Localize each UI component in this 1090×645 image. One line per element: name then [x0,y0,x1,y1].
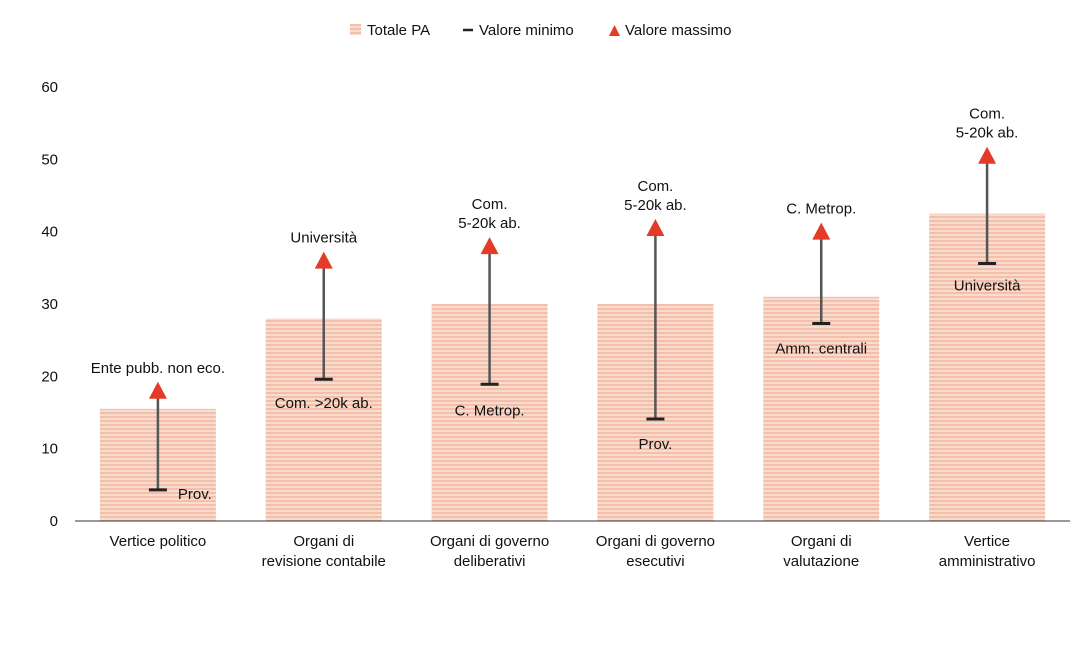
min-label-line: Prov. [638,436,672,453]
x-tick-label: Organi di revisione contabile [262,533,386,570]
min-label: Prov. [638,436,672,453]
min-label-line: Amm. centrali [775,341,867,358]
max-label-line: C. Metrop. [786,201,856,218]
x-tick-label-line: Organi di governo [430,533,549,550]
x-tick-label-line: amministrativo [939,553,1036,570]
legend-label-totale: Totale PA [367,22,430,39]
max-label-line: Università [290,230,357,247]
max-marker [646,219,665,237]
max-marker [148,381,167,399]
x-tick-label-line: Organi di [293,533,354,550]
x-tick-label-line: esecutivi [626,553,684,570]
y-tick-label: 20 [41,368,58,385]
max-label-line: Ente pubb. non eco. [91,360,225,377]
max-label-line: 5-20k ab. [624,197,687,214]
y-tick-label: 30 [41,296,58,313]
min-label: Amm. centrali [775,341,867,358]
x-tick-label: Vertice amministrativo [939,533,1036,570]
max-marker [480,237,499,255]
x-tick-label-line: Organi di [791,533,852,550]
max-label: Ente pubb. non eco. [91,360,225,377]
legend-swatch-max [609,25,620,36]
max-label-line: Com. [969,106,1005,123]
x-tick-label: Organi di governo deliberativi [430,533,549,570]
min-label: Università [954,277,1021,294]
min-label-line: Com. >20k ab. [275,395,373,412]
legend-label-min: Valore minimo [479,22,574,39]
legend-swatch-totale [350,24,361,35]
max-label-line: Com. [472,196,508,213]
x-tick-label-line: Vertice politico [110,533,207,550]
min-label: Com. >20k ab. [275,395,373,412]
max-label-line: 5-20k ab. [458,215,521,232]
bars [99,213,1046,522]
x-axis: Vertice politico Organi di revisione conta… [75,520,1070,570]
x-tick-label-line: revisione contabile [262,553,386,570]
max-label: Com. 5-20k ab. [458,196,521,232]
min-label-line: C. Metrop. [455,402,525,419]
max-marker [812,222,831,240]
min-label: C. Metrop. [455,402,525,419]
max-label: Com. 5-20k ab. [956,106,1019,142]
max-label: Università [290,230,357,247]
max-label-line: 5-20k ab. [956,125,1019,142]
max-marker [314,251,333,269]
x-tick-label-line: Organi di governo [596,533,715,550]
max-marker [978,146,997,164]
legend: Totale PA Valore minimo Valore massimo [350,22,731,39]
x-tick-label: Organi di valutazione [783,533,859,570]
whiskers: Ente pubb. non eco. Prov. Università Com. >… [91,106,1021,503]
y-axis: 0 10 20 30 40 50 60 [41,79,58,530]
min-label: Prov. [178,486,212,503]
x-tick-label: Organi di governo esecutivi [596,533,715,570]
max-label: C. Metrop. [786,201,856,218]
x-tick-label-line: Vertice [964,533,1010,550]
y-tick-label: 10 [41,441,58,458]
max-label: Com. 5-20k ab. [624,178,687,214]
x-tick-label-line: deliberativi [454,553,526,570]
y-tick-label: 50 [41,151,58,168]
y-tick-label: 60 [41,79,58,96]
x-tick-label-line: valutazione [783,553,859,570]
y-tick-label: 40 [41,224,58,241]
legend-label-max: Valore massimo [625,22,731,39]
bar-totale-pa [763,296,880,521]
y-tick-label: 0 [50,513,58,530]
x-tick-label: Vertice politico [110,533,207,550]
min-label-line: Prov. [178,486,212,503]
max-label-line: Com. [637,178,673,195]
min-label-line: Università [954,277,1021,294]
